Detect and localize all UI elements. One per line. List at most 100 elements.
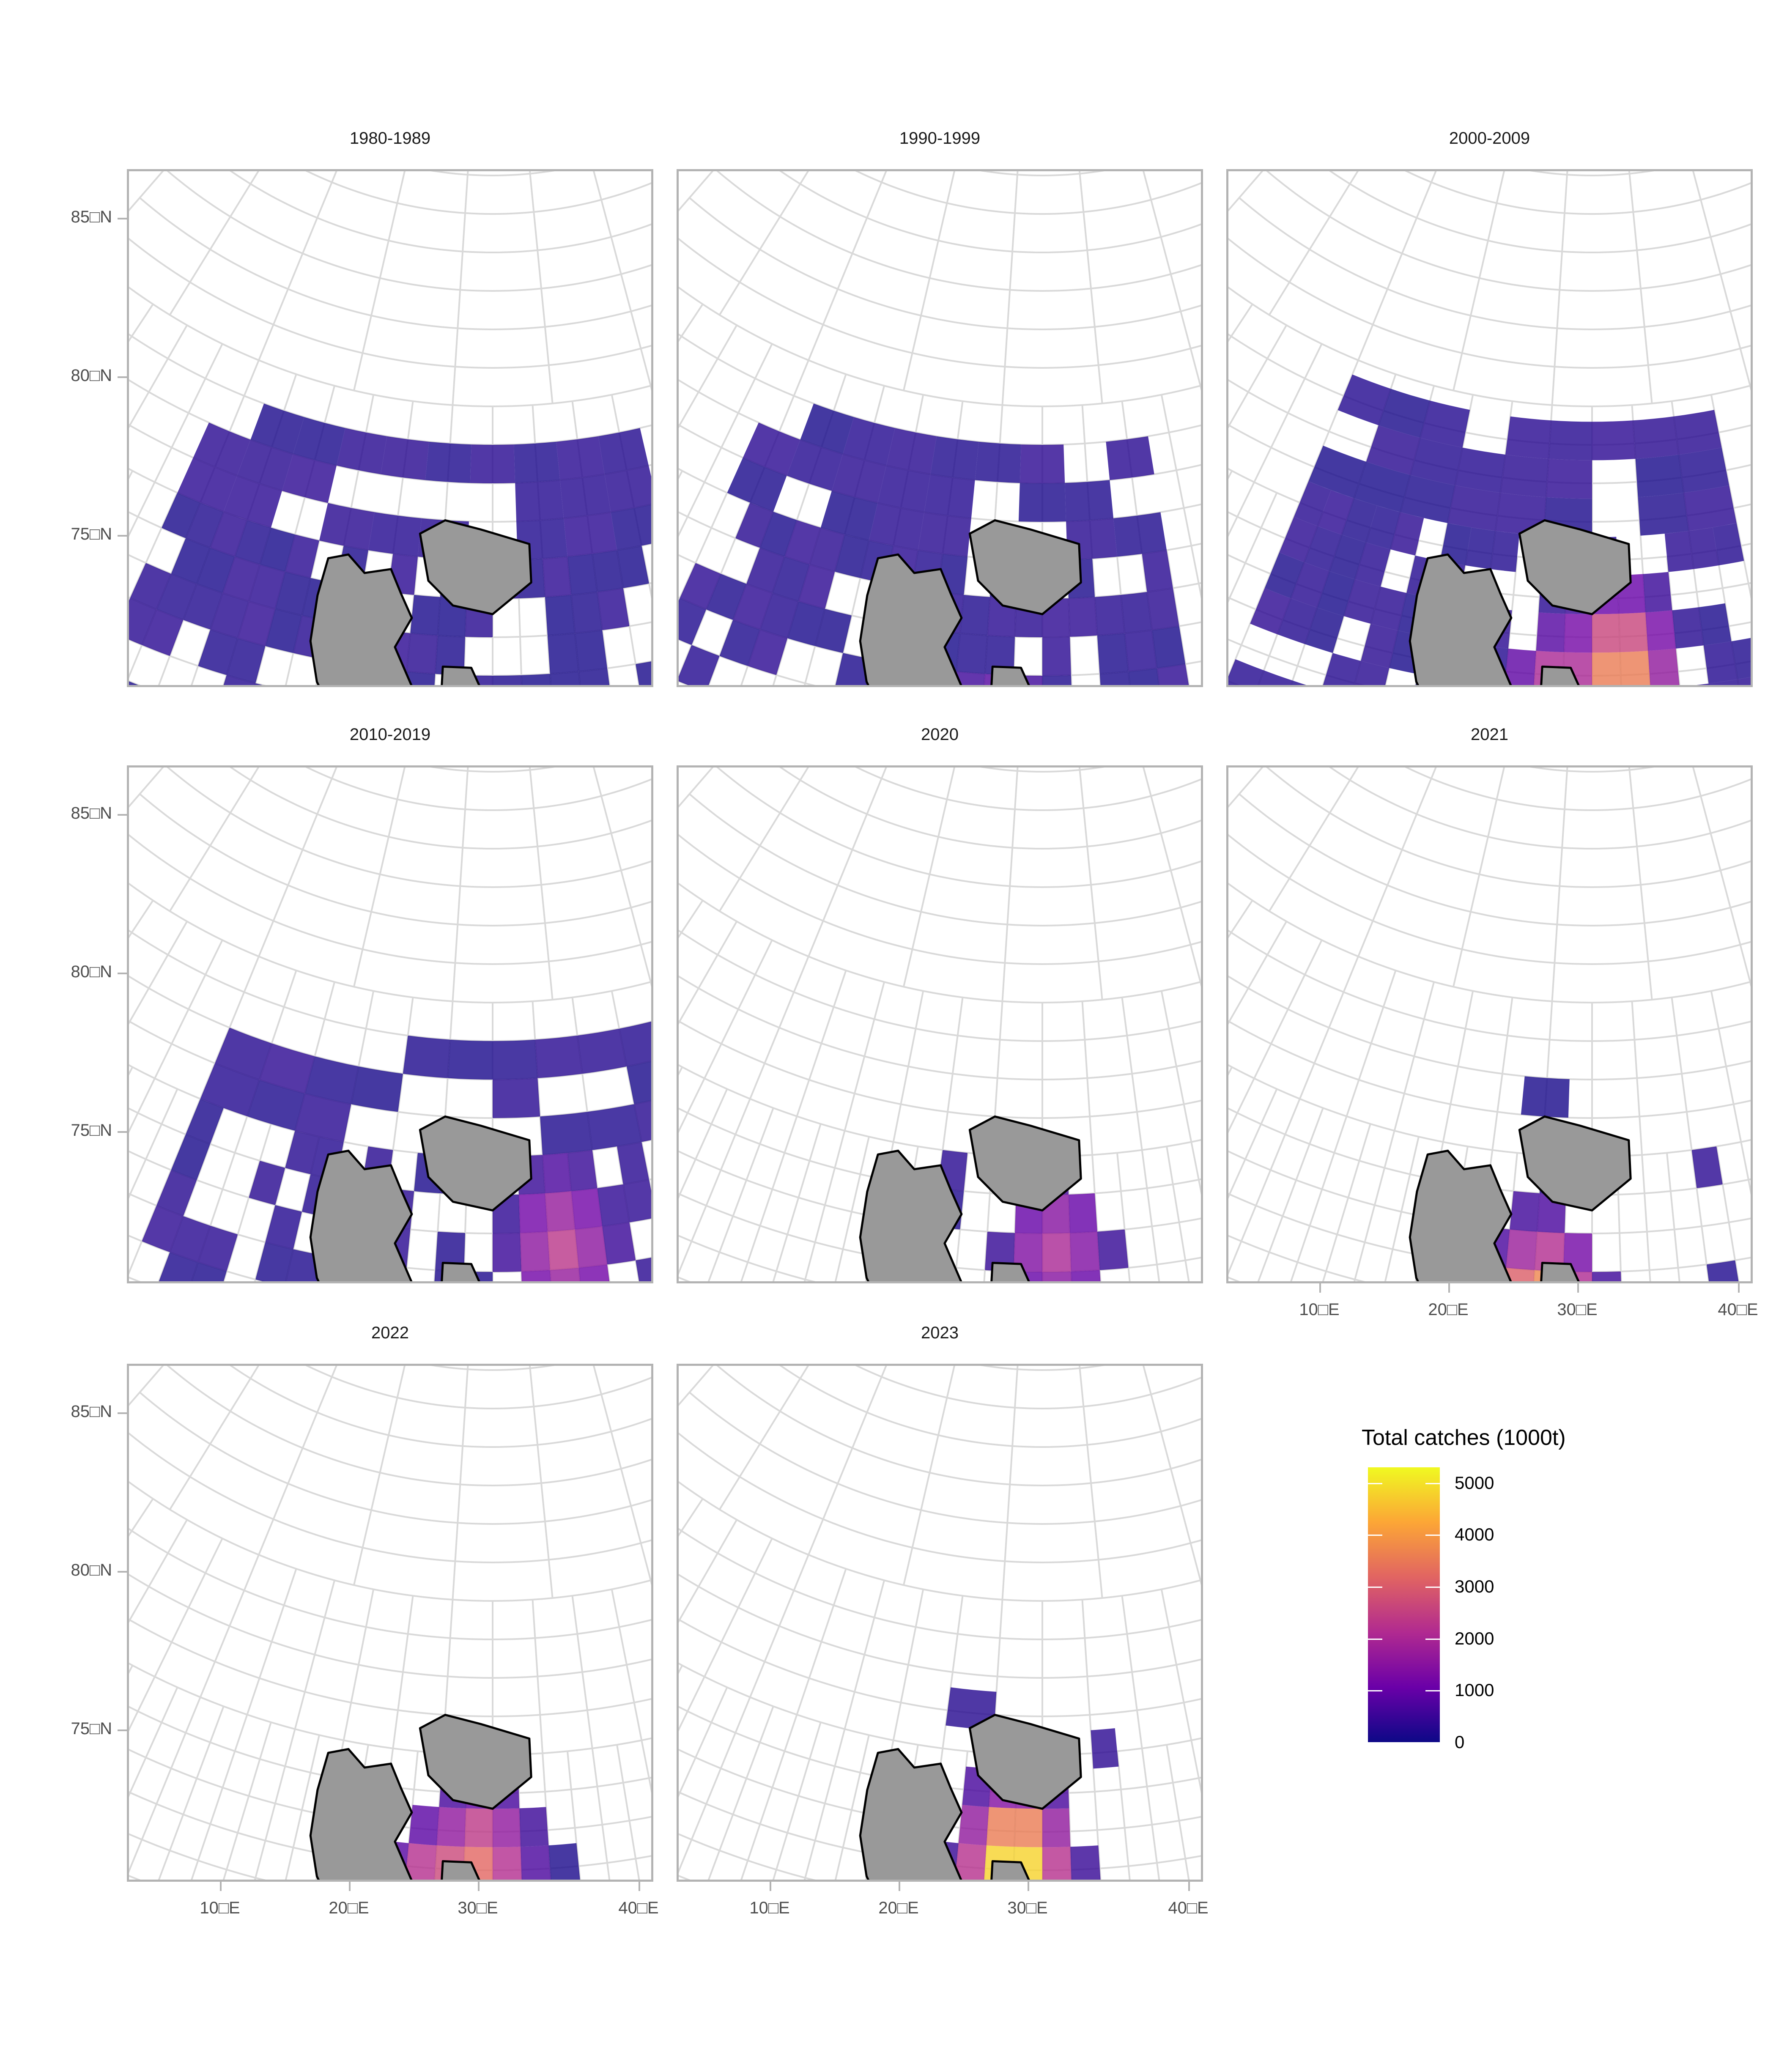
colorbar-tick <box>1425 1587 1440 1588</box>
facet-label: 1980-1989 <box>349 129 431 148</box>
land-edgeoya <box>1540 1262 1580 1281</box>
y-axis-tick <box>118 814 127 816</box>
x-axis-label: 20□E <box>878 1899 919 1917</box>
land-svalbard-w <box>309 1149 413 1281</box>
facet-label: 2020 <box>921 725 959 744</box>
colorbar-tick <box>1368 1690 1382 1692</box>
land-svalbard-ne <box>419 1115 532 1211</box>
x-axis-tick <box>1448 1283 1450 1293</box>
x-axis-label: 40□E <box>1168 1899 1209 1917</box>
land-svalbard-w <box>859 553 963 685</box>
y-axis-tick <box>118 376 127 378</box>
x-axis-tick <box>1028 1882 1029 1891</box>
facet-label: 2022 <box>371 1324 409 1342</box>
land-edgeoya <box>441 666 480 685</box>
x-axis-label: 30□E <box>1007 1899 1048 1917</box>
x-axis-tick <box>899 1882 900 1891</box>
x-axis-tick <box>478 1882 480 1891</box>
y-axis-tick <box>118 1412 127 1414</box>
land-svalbard-w <box>859 1149 963 1281</box>
colorbar-tick <box>1425 1535 1440 1536</box>
land-svalbard-w <box>1409 1149 1513 1281</box>
colorbar-label: 1000 <box>1455 1680 1494 1700</box>
colorbar-label: 0 <box>1455 1732 1465 1752</box>
map-panel-2020 <box>677 765 1203 1283</box>
colorbar-tick <box>1368 1483 1382 1484</box>
land-svalbard-ne <box>1518 1115 1632 1211</box>
y-axis-tick <box>118 1571 127 1573</box>
colorbar-tick <box>1425 1742 1440 1743</box>
landmasses <box>859 519 1082 685</box>
map-panel-2023 <box>677 1364 1203 1882</box>
map-panel-2000-2009 <box>1226 169 1753 687</box>
landmasses <box>859 1115 1082 1281</box>
y-axis-tick <box>118 973 127 974</box>
land-svalbard-ne <box>419 519 532 615</box>
colorbar-tick <box>1368 1638 1382 1640</box>
x-axis-tick <box>1188 1882 1190 1891</box>
land-edgeoya <box>990 666 1030 685</box>
land-svalbard-ne <box>968 1713 1082 1810</box>
x-axis-label: 20□E <box>329 1899 369 1917</box>
y-axis-label: 75□N <box>71 1719 112 1738</box>
x-axis-tick <box>639 1882 640 1891</box>
land-edgeoya <box>1540 666 1580 685</box>
catch-cells <box>142 1021 651 1281</box>
colorbar-tick <box>1368 1535 1382 1536</box>
y-axis-tick <box>118 535 127 537</box>
land-svalbard-ne <box>419 1713 532 1810</box>
facet-label: 2010-2019 <box>349 725 431 744</box>
colorbar-label: 5000 <box>1455 1472 1494 1493</box>
y-axis-label: 85□N <box>71 804 112 822</box>
land-svalbard-ne <box>968 519 1082 615</box>
x-axis-label: 20□E <box>1428 1300 1469 1319</box>
x-axis-label: 30□E <box>1557 1300 1598 1319</box>
legend-title: Total catches (1000t) <box>1362 1425 1566 1450</box>
x-axis-label: 10□E <box>200 1899 240 1917</box>
land-svalbard-ne <box>968 1115 1082 1211</box>
x-axis-tick <box>1738 1283 1740 1293</box>
landmasses <box>309 519 532 685</box>
y-axis-tick <box>118 218 127 219</box>
x-axis-tick <box>1577 1283 1579 1293</box>
x-axis-label: 10□E <box>1299 1300 1340 1319</box>
colorbar-label: 3000 <box>1455 1576 1494 1597</box>
land-svalbard-ne <box>1518 519 1632 615</box>
x-axis-label: 30□E <box>458 1899 498 1917</box>
landmasses <box>309 1115 532 1281</box>
facet-label: 2000-2009 <box>1449 129 1530 148</box>
facet-label: 2021 <box>1471 725 1508 744</box>
y-axis-label: 80□N <box>71 366 112 385</box>
map-panel-1980-1989 <box>127 169 653 687</box>
y-axis-label: 75□N <box>71 1121 112 1140</box>
x-axis-tick <box>770 1882 771 1891</box>
land-svalbard-w <box>309 553 413 685</box>
landmasses <box>1409 519 1632 685</box>
x-axis-tick <box>1319 1283 1321 1293</box>
x-axis-label: 40□E <box>1718 1300 1758 1319</box>
facet-label: 2023 <box>921 1324 959 1342</box>
x-axis-label: 10□E <box>749 1899 790 1917</box>
y-axis-label: 80□N <box>71 962 112 981</box>
land-edgeoya <box>990 1262 1030 1281</box>
land-edgeoya <box>441 1262 480 1281</box>
land-svalbard-w <box>309 1748 413 1880</box>
y-axis-tick <box>118 1131 127 1133</box>
map-panel-2021 <box>1226 765 1753 1283</box>
land-svalbard-w <box>1409 553 1513 685</box>
catch-cells <box>1475 1076 1739 1281</box>
landmasses <box>859 1713 1082 1880</box>
colorbar <box>1368 1467 1440 1742</box>
facet-label: 1990-1999 <box>899 129 981 148</box>
colorbar-tick <box>1368 1587 1382 1588</box>
y-axis-label: 75□N <box>71 525 112 543</box>
graticule <box>679 767 1201 1281</box>
colorbar-label: 2000 <box>1455 1628 1494 1648</box>
land-svalbard-w <box>859 1748 963 1880</box>
x-axis-label: 40□E <box>618 1899 659 1917</box>
y-axis-label: 80□N <box>71 1561 112 1579</box>
catch-cells <box>1228 374 1751 685</box>
y-axis-label: 85□N <box>71 1402 112 1421</box>
land-edgeoya <box>990 1860 1030 1880</box>
colorbar-label: 4000 <box>1455 1524 1494 1545</box>
